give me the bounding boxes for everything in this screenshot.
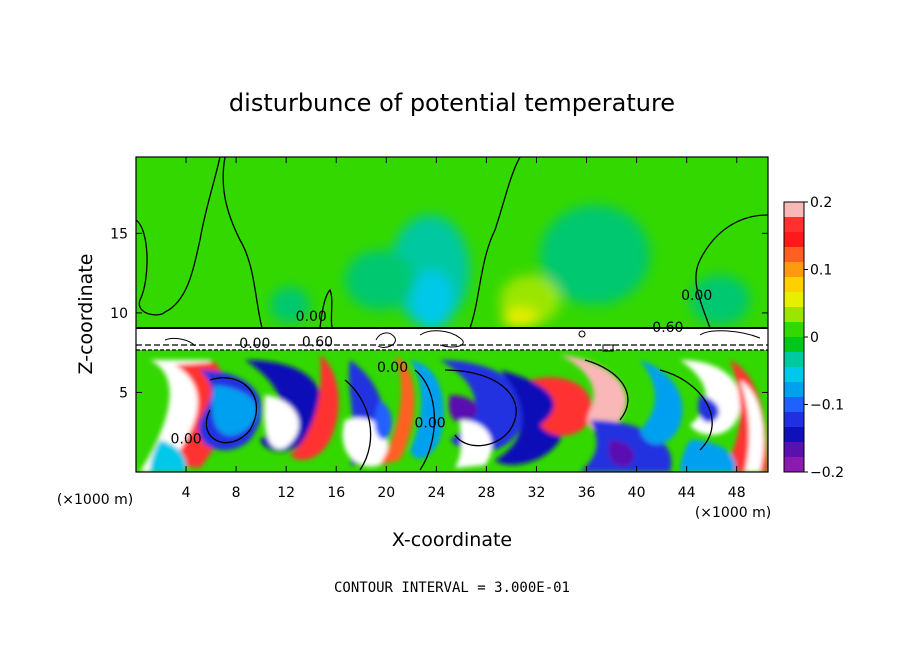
colorbar-swatch [784, 262, 804, 278]
contour-lines [136, 157, 768, 471]
colorbar-tick-label: −0.1 [810, 398, 844, 414]
colorbar-swatch [784, 292, 804, 308]
y-tick-label: 15 [110, 226, 128, 242]
colorbar-swatch [784, 322, 804, 338]
x-axis: 4 8 12 16 20 24 28 32 36 40 44 48 [182, 157, 746, 501]
chart-title: disturbunce of potential temperature [229, 89, 675, 117]
x-axis-label: X-coordinate [392, 529, 512, 551]
x-tick-label: 44 [678, 485, 696, 501]
colorbar-swatch [784, 277, 804, 293]
band-contour-detail [164, 330, 761, 352]
x-tick-label: 24 [427, 485, 445, 501]
contour-label: 0.00 [239, 336, 270, 352]
colorbar-tick-label: −0.2 [810, 465, 844, 481]
x-tick-label: 20 [377, 485, 395, 501]
x-unit-left: (×1000 m) [57, 492, 133, 508]
contour-label: 0.00 [170, 431, 201, 447]
x-tick-label: 16 [327, 485, 345, 501]
colorbar-swatch [784, 367, 804, 383]
colorbar-swatch [784, 202, 804, 218]
colorbar-swatch [784, 397, 804, 413]
colorbar-swatch [784, 442, 804, 458]
contour-label: 0.60 [652, 320, 683, 336]
y-tick-label: 10 [110, 306, 128, 322]
colorbar-swatch [784, 457, 804, 473]
colorbar-swatch [784, 382, 804, 398]
turbulent-eddies [140, 355, 768, 472]
colorbar-swatch [784, 247, 804, 263]
contour-labels: 0.00 0.00 0.60 0.60 0.00 0.00 0.00 0.00 [170, 288, 712, 447]
colorbar-swatch [784, 352, 804, 368]
x-tick-label: 36 [578, 485, 596, 501]
contour-interval-note: CONTOUR INTERVAL = 3.000E-01 [334, 580, 570, 596]
x-tick-label: 12 [277, 485, 295, 501]
colorbar-swatch [784, 232, 804, 248]
x-tick-label: 4 [182, 485, 191, 501]
colorbar-swatch [784, 337, 804, 353]
y-axis: 5 10 15 [110, 226, 768, 401]
y-axis-label: Z-coordinate [75, 254, 97, 375]
contour-label: 0.00 [296, 309, 327, 325]
y-tick-label: 5 [119, 385, 128, 401]
upper-perturbations [270, 205, 750, 330]
colorbar-swatch [784, 217, 804, 233]
contour-label: 0.60 [302, 334, 333, 350]
plot-frame [135, 156, 769, 473]
contour-label: 0.00 [415, 415, 446, 431]
colorbar-tick-label: 0.2 [810, 195, 832, 211]
x-unit-right: (×1000 m) [695, 505, 771, 521]
colorbar: 0.2 0.1 0 −0.1 −0.2 [783, 195, 844, 481]
colorbar-swatch [784, 307, 804, 323]
x-tick-label: 40 [628, 485, 646, 501]
x-tick-label: 8 [232, 485, 241, 501]
colorbar-swatch [784, 427, 804, 443]
contour-label: 0.00 [377, 360, 408, 376]
colorbar-tick-label: 0.1 [810, 263, 832, 279]
x-tick-label: 32 [528, 485, 546, 501]
colorbar-tick-label: 0 [810, 330, 819, 346]
x-tick-label: 48 [728, 485, 746, 501]
x-tick-label: 28 [478, 485, 496, 501]
contour-label: 0.00 [681, 288, 712, 304]
heatmap-field [136, 157, 768, 472]
colorbar-swatch [784, 412, 804, 428]
